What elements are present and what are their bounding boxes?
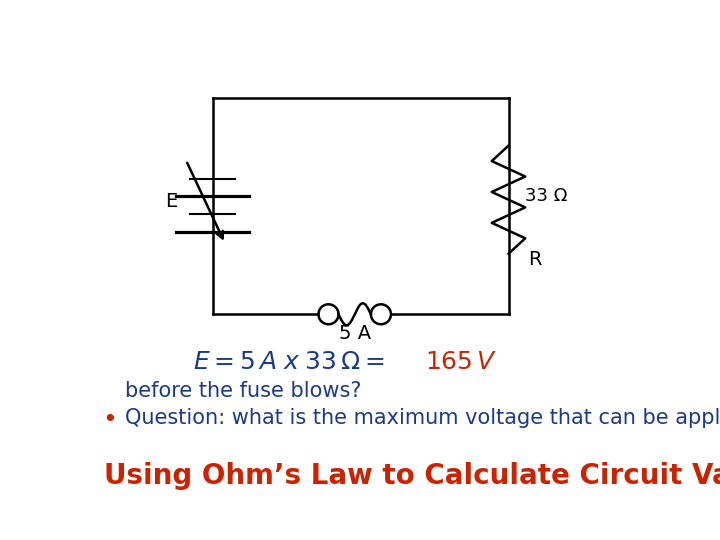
Text: $E = 5\,A\;x\;33\,\Omega =$: $E = 5\,A\;x\;33\,\Omega =$: [193, 349, 385, 374]
Text: •: •: [102, 408, 117, 432]
Text: E: E: [166, 192, 178, 211]
Text: $165\,V$: $165\,V$: [425, 349, 497, 374]
Text: before the fuse blows?: before the fuse blows?: [125, 381, 361, 401]
Text: Question: what is the maximum voltage that can be applied: Question: what is the maximum voltage th…: [125, 408, 720, 428]
Text: 5 A: 5 A: [338, 325, 371, 343]
Text: Using Ohm’s Law to Calculate Circuit Values: Using Ohm’s Law to Calculate Circuit Val…: [104, 462, 720, 490]
Text: 33 Ω: 33 Ω: [526, 187, 567, 205]
Text: R: R: [528, 249, 541, 268]
